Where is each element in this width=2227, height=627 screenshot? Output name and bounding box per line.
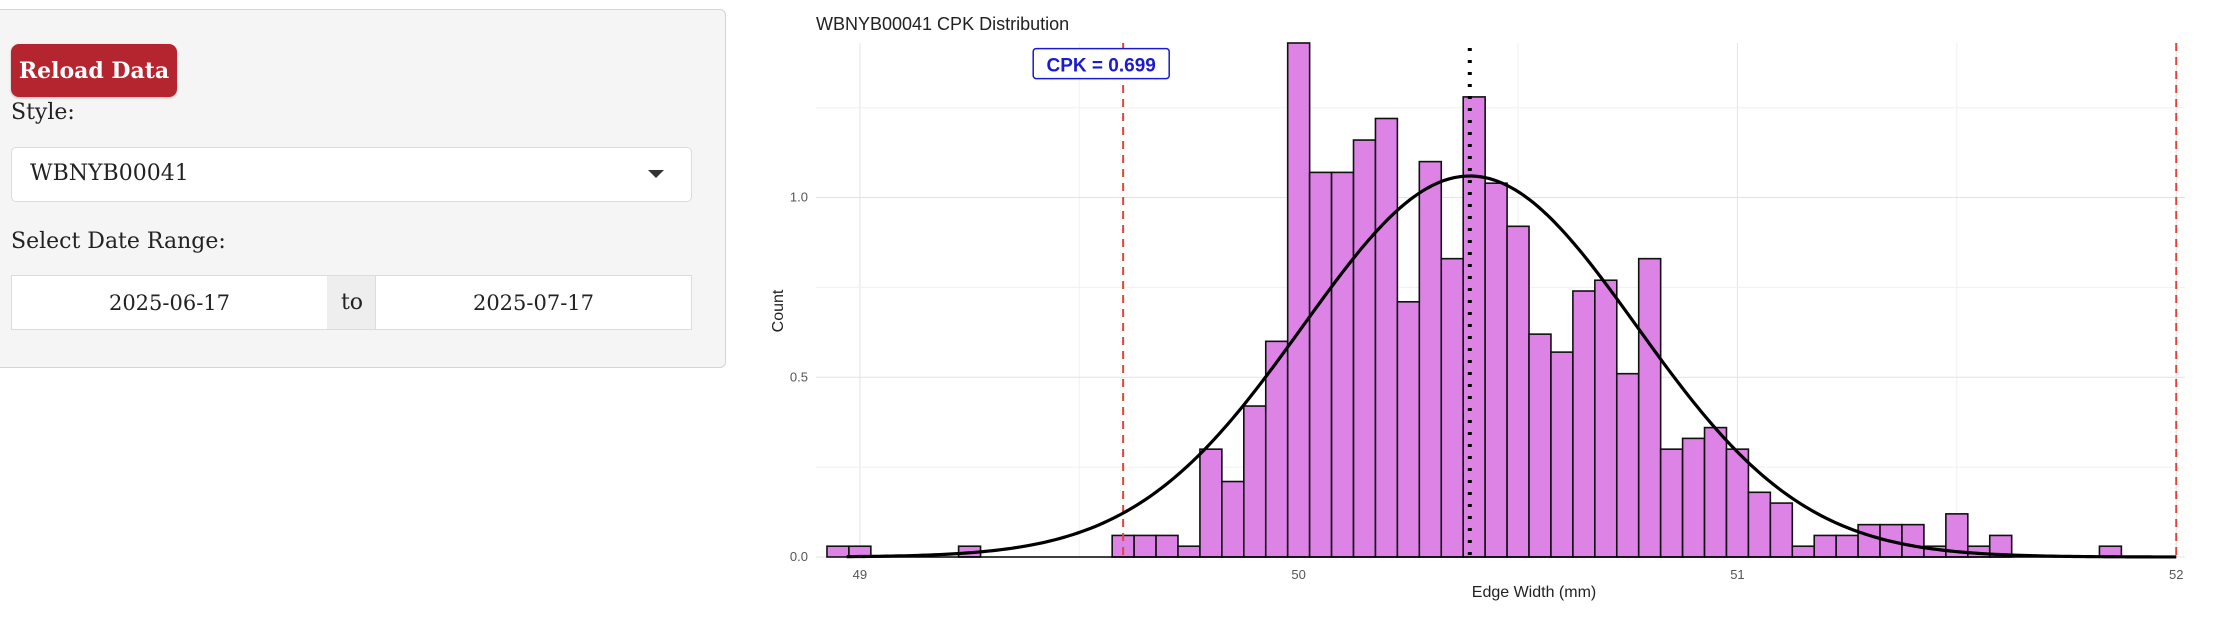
end-date-input[interactable]: 2025-07-17 — [375, 275, 692, 330]
histogram-bar — [1901, 523, 1925, 558]
histogram-bar — [1243, 405, 1267, 558]
histogram-bar — [1177, 545, 1201, 558]
date-range-input: 2025-06-17 to 2025-07-17 — [11, 275, 692, 330]
y-tick-label: 0.0 — [790, 549, 808, 564]
histogram-bar — [1550, 351, 1574, 558]
x-tick-label: 51 — [1730, 567, 1744, 582]
histogram-bar — [1835, 534, 1859, 558]
x-tick-label: 49 — [853, 567, 867, 582]
histogram-bar — [1813, 534, 1837, 558]
histogram-bar — [1440, 257, 1465, 558]
histogram-bar — [1506, 225, 1530, 558]
histogram-bar — [1462, 96, 1486, 558]
chart-title: WBNYB00041 CPK Distribution — [816, 14, 1069, 34]
date-range-separator: to — [327, 275, 377, 330]
histogram-bar — [826, 545, 850, 558]
chart-overlay-lines — [846, 43, 2178, 563]
histogram-bar — [1572, 290, 1596, 558]
y-tick-label: 0.5 — [790, 369, 808, 384]
style-label: Style: — [11, 100, 75, 125]
x-axis-label: Edge Width (mm) — [1472, 584, 1596, 601]
histogram-bar — [1615, 372, 1640, 558]
date-range-label: Select Date Range: — [11, 229, 226, 254]
histogram-bar — [1484, 182, 1508, 558]
histogram-bar — [1725, 448, 1750, 558]
histogram-bar — [1857, 523, 1881, 558]
histogram-bar — [1155, 534, 1179, 558]
histogram-bar — [1769, 502, 1794, 558]
reload-data-button[interactable]: Reload Data — [11, 44, 177, 97]
style-select[interactable]: WBNYB00041 — [11, 147, 692, 202]
cpk-annotation-box — [1032, 47, 1170, 80]
histogram-bar — [1221, 480, 1245, 558]
cpk-annotation: CPK = 0.699 — [1032, 47, 1170, 80]
histogram-bar — [1528, 333, 1552, 558]
histogram-bar — [1396, 300, 1421, 558]
normal-curve — [846, 174, 2177, 559]
histogram-bar — [1133, 534, 1157, 558]
start-date-input[interactable]: 2025-06-17 — [11, 275, 328, 330]
histogram-bar — [1374, 117, 1399, 558]
histogram-bar — [1791, 545, 1816, 558]
cpk-annotation-text: CPK = 0.699 — [1047, 56, 1156, 77]
x-tick-label: 52 — [2169, 567, 2183, 582]
style-select-value: WBNYB00041 — [30, 161, 189, 186]
y-tick-label: 1.0 — [790, 190, 808, 205]
histogram-bars — [826, 42, 2123, 558]
cpk-histogram-chart: WBNYB00041 CPK Distribution 49 50 51 52 0.0 0… — [770, 14, 2185, 601]
histogram-bar — [1747, 491, 1772, 558]
histogram-bar — [1286, 42, 1311, 558]
histogram-bar — [1308, 171, 1333, 558]
histogram-bar — [1418, 160, 1443, 558]
histogram-bar — [1199, 448, 1223, 558]
x-tick-label: 50 — [1291, 567, 1305, 582]
sidebar-panel: Reload Data Style: WBNYB00041 Select Dat… — [0, 9, 726, 368]
histogram-bar — [1352, 139, 1377, 558]
histogram-bar — [1330, 171, 1355, 558]
histogram-bar — [1637, 257, 1662, 558]
histogram-bar — [1681, 437, 1706, 558]
chevron-down-icon[interactable] — [648, 170, 664, 178]
y-axis-label: Count — [770, 289, 787, 332]
histogram-bar — [1703, 426, 1728, 558]
chart-axes: 49 50 51 52 0.0 0.5 1.0 — [790, 190, 2184, 582]
histogram-bar — [1594, 279, 1618, 558]
histogram-bar — [1659, 448, 1684, 558]
